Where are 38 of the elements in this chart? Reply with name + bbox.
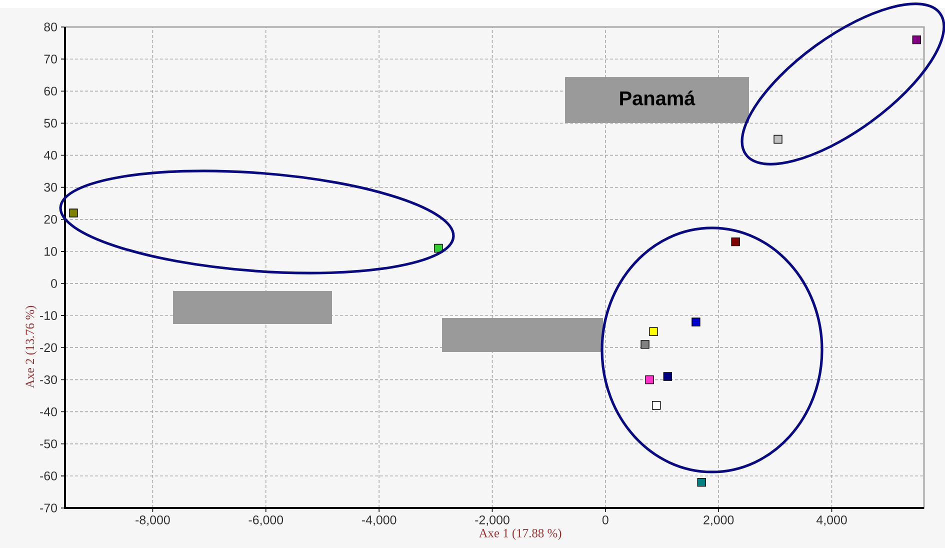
x-axis-title: Axe 1 (17.88 %): [478, 528, 562, 540]
y-tick-label: -50: [40, 439, 57, 448]
y-tick-label: 40: [44, 150, 57, 160]
x-tick-label: 2,000: [704, 516, 734, 526]
point: [663, 372, 672, 381]
point: [731, 237, 740, 246]
y-tick-label: -70: [40, 504, 57, 512]
point: [69, 208, 78, 218]
point: [640, 340, 650, 349]
x-tick-label: -2,000: [475, 516, 510, 526]
x-tick-label: -6,000: [248, 516, 284, 526]
y-tick-label: -30: [40, 375, 57, 384]
point: [645, 375, 654, 384]
y-tick-label: 50: [44, 118, 57, 128]
point: [434, 244, 443, 253]
y-tick-label: 70: [44, 54, 57, 64]
y-tick-label: -10: [40, 311, 57, 320]
point: [912, 35, 921, 44]
y-axis-title: Axe 2 (13.76 %): [25, 306, 37, 388]
y-tick-label: 0: [51, 279, 57, 288]
y-tick-label: -40: [40, 407, 57, 416]
y-tick-label: 20: [44, 214, 57, 224]
annotation: Panamá: [620, 90, 696, 106]
point: [774, 134, 782, 144]
y-tick-label: -20: [40, 343, 57, 352]
point: [652, 401, 661, 410]
y-tick-label: 10: [44, 247, 57, 256]
x-tick-label: 4,000: [816, 516, 847, 526]
y-tick-label: -60: [40, 472, 57, 480]
x-tick-label: 0: [602, 516, 608, 524]
x-tick-label: -4,000: [362, 516, 396, 526]
point: [692, 318, 700, 326]
point: [697, 478, 706, 487]
x-tick-label: -8,000: [136, 516, 170, 526]
point: [649, 327, 658, 336]
y-tick-label: 80: [44, 22, 57, 32]
y-tick-label: 60: [44, 86, 57, 96]
y-tick-label: 30: [44, 182, 57, 192]
